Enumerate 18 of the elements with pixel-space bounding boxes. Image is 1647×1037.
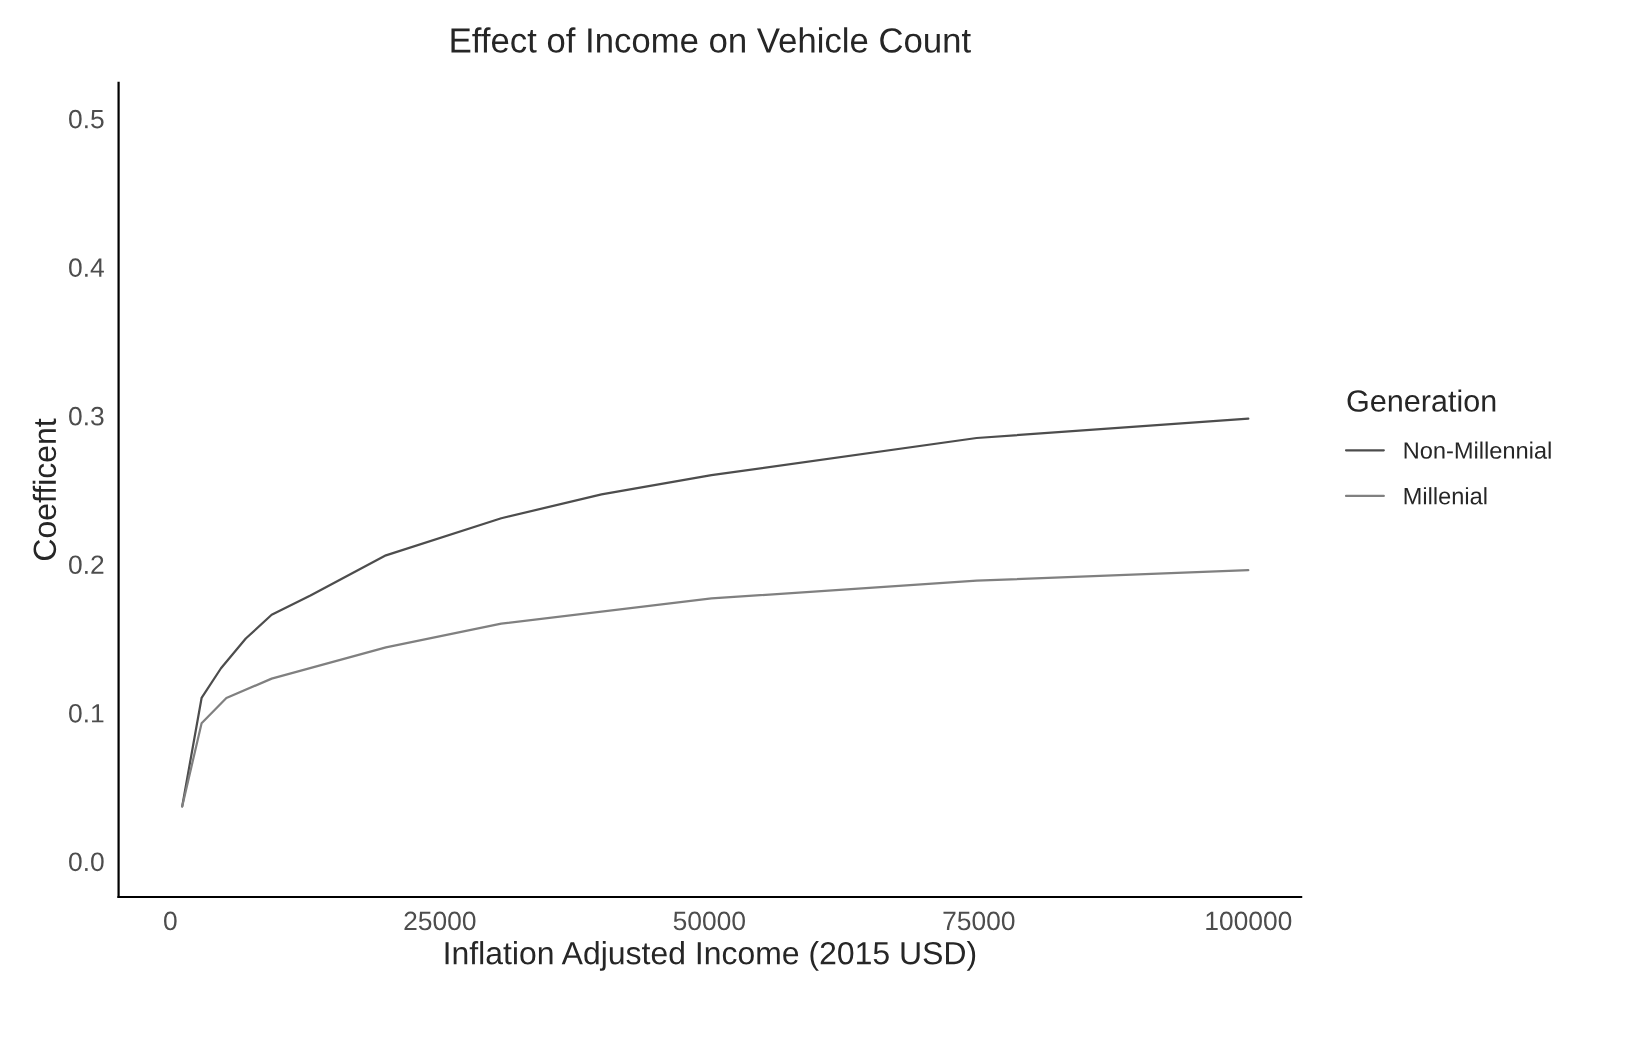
- chart-title: Effect of Income on Vehicle Count: [451, 27, 971, 53]
- x-tick-label: 100000: [1206, 911, 1292, 931]
- y-tick-label: 0.5: [69, 109, 104, 129]
- line-series: [181, 569, 1250, 808]
- x-tick-label: 25000: [404, 911, 476, 931]
- x-tick-label: 75000: [943, 911, 1015, 931]
- y-tick-label: 0.3: [69, 406, 104, 426]
- x-axis-title: Inflation Adjusted Income (2015 USD): [445, 941, 976, 971]
- y-tick-label: 0.4: [69, 258, 104, 277]
- y-axis-title: Coefficent: [32, 418, 57, 560]
- x-tick-label: 0: [164, 911, 177, 931]
- legend-label: Non-Millennial: [1404, 441, 1551, 459]
- y-tick-label: 0.0: [69, 852, 104, 872]
- legend-title: Generation: [1347, 389, 1496, 412]
- legend-label: Millenial: [1404, 487, 1487, 505]
- y-tick-label: 0.1: [69, 703, 104, 723]
- x-tick-label: 50000: [673, 911, 745, 931]
- y-tick-label: 0.2: [69, 555, 104, 575]
